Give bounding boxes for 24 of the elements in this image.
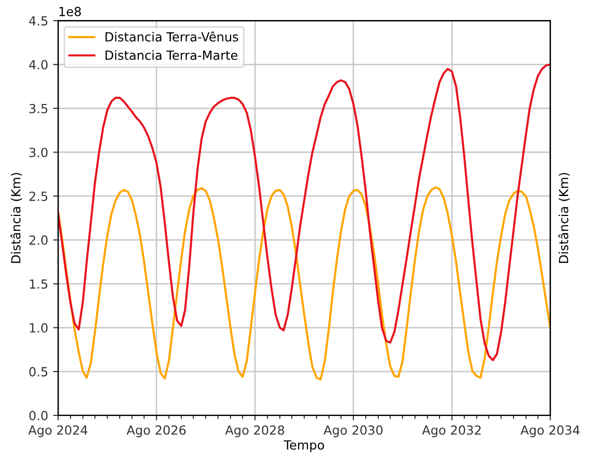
y-tick-label: 0.0 bbox=[29, 410, 48, 420]
text: 1e8 bbox=[59, 6, 81, 16]
legend-label: Distancia Terra-Vênus bbox=[106, 31, 238, 42]
x-tick-label: Ago 2024 bbox=[28, 425, 88, 438]
y-tick-label: 1.5 bbox=[30, 279, 48, 289]
line-series bbox=[58, 63, 550, 362]
x-tick-label: Ago 2026 bbox=[126, 425, 186, 438]
y-axis-title: Distância (Km) bbox=[10, 173, 22, 263]
y-tick-label: 0.5 bbox=[29, 367, 48, 376]
line-series bbox=[58, 186, 550, 380]
y-tick-label: 3.0 bbox=[29, 148, 48, 158]
y-tick-label: 2.5 bbox=[29, 192, 48, 202]
x-tick-label: Ago 2028 bbox=[225, 425, 284, 438]
x-tick-label: Ago 2030 bbox=[324, 425, 383, 438]
y-tick-label: 2.0 bbox=[29, 235, 48, 245]
x-tick-label: Ago 2034 bbox=[520, 425, 580, 438]
x-axis-title: Tempo bbox=[284, 440, 324, 452]
y-tick-label: 4.5 bbox=[29, 16, 48, 26]
y2-axis-title: Distância (Km) bbox=[558, 173, 570, 263]
y-tick-label: 1.0 bbox=[30, 323, 48, 333]
y-tick-label: 3.5 bbox=[29, 104, 48, 114]
legend-label: Distancia Terra-Marte bbox=[106, 50, 238, 60]
y-tick-label: 4.0 bbox=[29, 60, 48, 70]
x-tick-label: Ago 2032 bbox=[422, 425, 481, 438]
